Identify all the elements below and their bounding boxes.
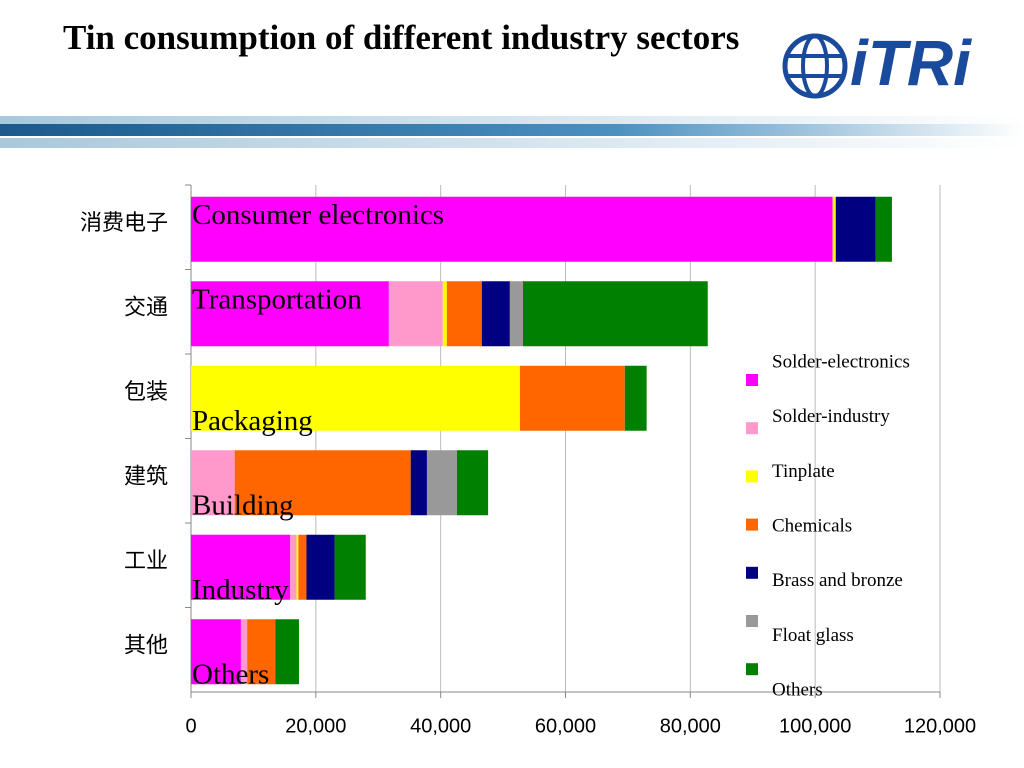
legend-swatch <box>746 374 758 386</box>
x-tick-label: 20,000 <box>285 715 346 737</box>
bar-segment <box>832 196 836 262</box>
bar-segment <box>191 619 241 685</box>
y-tick-label: 建筑 <box>124 464 168 489</box>
bar-segment <box>191 281 389 347</box>
bar-segment <box>298 534 307 600</box>
header-band <box>0 138 1024 148</box>
bar-segment <box>835 196 876 262</box>
bar-segment <box>191 365 520 431</box>
bar-segment <box>388 281 443 347</box>
bar-segment <box>519 365 625 431</box>
logo: iTRi <box>782 27 972 99</box>
legend-swatch <box>746 566 758 579</box>
bar-segment <box>191 534 291 600</box>
bar-segment <box>306 534 335 600</box>
bar-segment <box>426 450 457 516</box>
bar-annotation: Packaging <box>192 405 313 437</box>
bar-annotation: Industry <box>192 574 289 606</box>
x-tick-label: 0 <box>185 715 196 737</box>
logo-text: iTRi <box>850 27 972 99</box>
bar-segment <box>410 450 427 516</box>
bar-annotation: Transportation <box>192 283 362 315</box>
legend-label: Tinplate <box>772 461 835 482</box>
bar-segment <box>296 534 299 600</box>
x-tick-label: 120,000 <box>904 715 976 737</box>
x-tick-label: 40,000 <box>410 715 471 737</box>
legend-label: Others <box>772 680 823 701</box>
y-tick-label: 包装 <box>124 379 168 404</box>
slide-title: Tin consumption of different industry se… <box>63 18 740 57</box>
legend-label: Solder-electronics <box>772 351 910 372</box>
y-tick-label: 其他 <box>124 633 168 658</box>
bar-annotation: Others <box>192 658 269 690</box>
bar-segment <box>446 281 482 347</box>
bar-segment <box>442 281 447 347</box>
legend-swatch <box>746 663 758 676</box>
legend-label: Float glass <box>772 625 854 646</box>
legend-label: Solder-industry <box>772 406 890 427</box>
legend-swatch <box>746 470 758 483</box>
x-tick-label: 100,000 <box>779 715 851 737</box>
header-band <box>0 116 1024 124</box>
legend-swatch <box>746 518 758 531</box>
legend-label: Brass and bronze <box>772 570 903 591</box>
bar-segment <box>481 281 510 347</box>
y-tick-label: 工业 <box>124 548 168 573</box>
bar-segment <box>247 619 276 685</box>
legend-swatch <box>746 615 758 627</box>
bar-segment <box>290 534 297 600</box>
legend-label: Chemicals <box>772 515 852 536</box>
legend-swatch <box>746 422 758 435</box>
bar-segment <box>191 450 235 516</box>
bar-segment <box>624 365 647 431</box>
y-tick-label: 消费电子 <box>80 210 168 235</box>
bar-segment <box>522 281 708 347</box>
bar-segment <box>456 450 489 516</box>
bar-segment <box>191 196 833 262</box>
x-tick-label: 60,000 <box>535 715 596 737</box>
bar-segment <box>234 450 411 516</box>
bar-segment <box>275 619 299 685</box>
bar-segment <box>240 619 248 685</box>
bar-annotation: Consumer electronics <box>192 199 444 231</box>
bar-segment <box>875 196 892 262</box>
x-tick-label: 80,000 <box>660 715 721 737</box>
y-tick-label: 交通 <box>124 295 168 320</box>
bar-annotation: Building <box>192 489 294 521</box>
bar-segment <box>509 281 523 347</box>
header-band <box>0 124 1024 136</box>
bar-segment <box>334 534 366 600</box>
